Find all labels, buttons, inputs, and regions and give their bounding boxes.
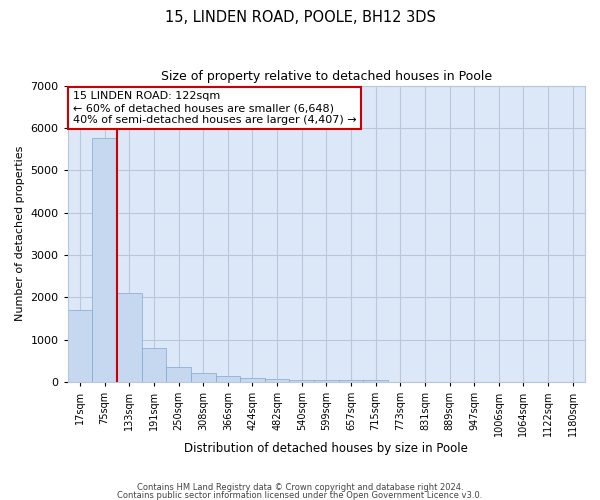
Bar (142, 348, 166, 382)
X-axis label: Distribution of detached houses by size in Poole: Distribution of detached houses by size … (184, 442, 468, 455)
Bar (314, 380, 338, 382)
Text: 15 LINDEN ROAD: 122sqm
← 60% of detached houses are smaller (6,648)
40% of semi-: 15 LINDEN ROAD: 122sqm ← 60% of detached… (73, 92, 356, 124)
Bar (240, 378, 265, 382)
Bar (117, 293, 142, 382)
Bar (68, 310, 92, 382)
Bar (338, 380, 364, 382)
Y-axis label: Number of detached properties: Number of detached properties (15, 146, 25, 322)
Bar (92, 138, 117, 382)
Bar (265, 378, 289, 382)
Bar (289, 380, 314, 382)
Text: 15, LINDEN ROAD, POOLE, BH12 3DS: 15, LINDEN ROAD, POOLE, BH12 3DS (164, 10, 436, 25)
Text: Contains HM Land Registry data © Crown copyright and database right 2024.: Contains HM Land Registry data © Crown c… (137, 484, 463, 492)
Bar (215, 376, 240, 382)
Bar (166, 367, 191, 382)
Text: Contains public sector information licensed under the Open Government Licence v3: Contains public sector information licen… (118, 490, 482, 500)
Title: Size of property relative to detached houses in Poole: Size of property relative to detached ho… (161, 70, 492, 83)
Bar (191, 372, 215, 382)
Bar (364, 380, 388, 382)
